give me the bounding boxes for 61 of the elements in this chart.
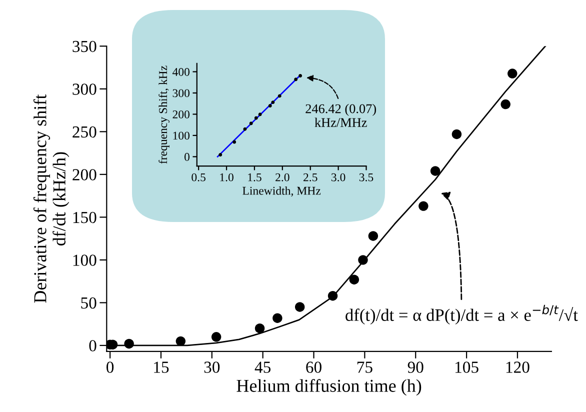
x-tick-label: 45 <box>254 362 271 373</box>
y-tick-label: 100 <box>73 254 96 266</box>
point <box>418 201 428 211</box>
x-axis-title: Linewidth, MHz <box>242 186 321 196</box>
y-axis-title: Derivative of frequency shift df/dt (kHz/h) <box>33 94 70 303</box>
point <box>452 129 462 140</box>
x-tick-label: 2.0 <box>276 173 290 182</box>
x-tick-label: 15 <box>154 362 169 373</box>
x-tick-label: 60 <box>306 362 322 373</box>
point <box>430 166 440 176</box>
y-tick-label: 150 <box>73 212 96 224</box>
x-axis-title: Helium diffusion time (h) <box>236 379 422 396</box>
point <box>254 116 258 120</box>
x-tick-label: 0.5 <box>192 173 206 182</box>
x-tick-label: 120 <box>506 362 530 373</box>
point <box>272 313 282 323</box>
y-tick-label: 100 <box>173 132 190 140</box>
x-tick-label: 3.5 <box>359 173 374 182</box>
point <box>349 274 360 284</box>
x-tick-label: 0 <box>106 362 114 373</box>
annotation: 246.42 (0.07) kHz/MHz <box>306 104 376 127</box>
point <box>328 290 338 301</box>
x-tick-label: 90 <box>408 362 424 373</box>
x-tick-label: 1.5 <box>248 173 262 182</box>
x-tick-label: 105 <box>456 362 478 373</box>
point <box>249 122 253 126</box>
y-tick-label: 200 <box>172 110 190 118</box>
x-tick-label: 30 <box>204 362 220 373</box>
annotation: df(t)/dt = α dP(t)/dt = a × e$^{−b/t}$/√t <box>346 304 578 324</box>
y-tick-label: 50 <box>81 297 96 309</box>
point <box>254 323 265 334</box>
x-tick-label: 75 <box>357 362 372 373</box>
point <box>271 100 275 104</box>
point <box>294 302 305 312</box>
y-axis-title: frequency Shift, kHz <box>158 66 170 164</box>
y-tick-label: 350 <box>72 40 96 52</box>
x-tick-label: 1.0 <box>220 173 234 182</box>
y-tick-label: 400 <box>172 68 190 76</box>
point <box>211 332 222 342</box>
y-tick-label: 300 <box>172 89 190 98</box>
point <box>258 112 262 116</box>
y-tick-label: 0 <box>184 152 190 161</box>
point <box>243 127 247 131</box>
point <box>358 255 368 265</box>
point <box>368 231 378 241</box>
x-tick-label: 2.5 <box>303 173 318 182</box>
point <box>232 140 236 144</box>
point <box>294 78 298 82</box>
point <box>508 68 518 78</box>
point <box>218 153 222 157</box>
y-tick-label: 0 <box>89 340 96 352</box>
y-tick-label: 250 <box>72 126 96 138</box>
y-tick-label: 200 <box>72 169 96 180</box>
point <box>500 99 510 110</box>
point <box>278 94 282 98</box>
point <box>298 74 302 78</box>
point <box>176 336 186 346</box>
y-tick-label: 300 <box>72 84 96 95</box>
point <box>124 338 134 349</box>
x-tick-label: 3.0 <box>331 173 346 182</box>
point <box>268 104 272 108</box>
